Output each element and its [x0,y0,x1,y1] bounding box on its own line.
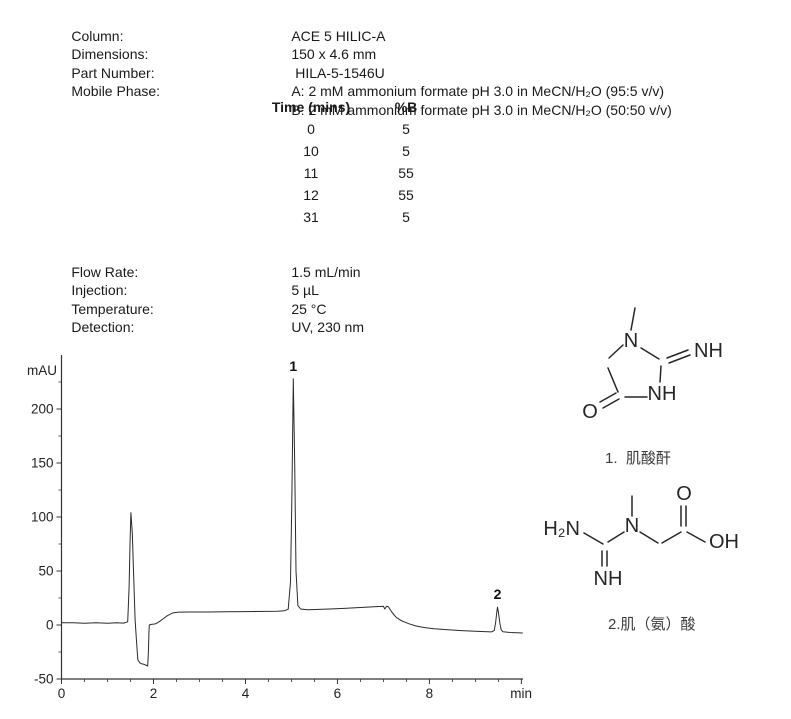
gradient-time: 11 [303,165,319,181]
gradient-percent-b: 5 [402,143,410,159]
structure-bonds [599,307,691,409]
param-value: B: 2 mM ammonium formate pH 3.0 in MeCN/… [291,101,672,118]
param-row-detection: Detection: UV, 230 nm [48,300,364,335]
param-value: 5 µL [291,282,319,298]
param-label: Column: [71,27,124,44]
param-value: 150 x 4.6 mm [291,46,377,62]
gradient-percent-b: 55 [398,187,414,203]
param-row-column: Column: ACE 5 HILIC-A [48,8,385,44]
chromatogram: -50 0 50 100 150 200 0 2 4 6 8 mAU min 1 2 [27,355,532,701]
param-value: A: 2 mM ammonium formate pH 3.0 in MeCN/… [291,83,664,99]
param-value: UV, 230 nm [291,319,364,335]
x-axis-label: min [510,686,532,701]
atom-label-nh-imine: NH [694,340,723,362]
gradient-percent-b: 55 [398,165,414,181]
param-value: ACE 5 HILIC-A [291,27,386,44]
param-row-temperature: Temperature: 25 °C [48,281,326,317]
gradient-time: 10 [303,143,319,159]
x-tick-label: 2 [150,686,158,701]
structure-1-caption: 1. 肌酸酐 [605,450,671,467]
atom-label-oh: OH [709,531,739,553]
gradient-time: 0 [307,121,315,137]
x-tick-label: 0 [58,686,66,701]
param-value: 1.5 mL/min [291,263,361,280]
y-tick-label: 0 [46,618,54,633]
x-tick-label: 8 [426,686,434,701]
param-label: Injection: [71,282,128,298]
gradient-percent-b: 5 [402,121,410,137]
param-label: Part Number: [71,64,155,81]
y-tick-label: -50 [34,672,54,687]
param-row-part-number: Part Number: HILA-5-1546U [48,45,384,81]
atom-label-nh: NH [594,568,623,590]
param-row-flow-rate: Flow Rate: 1.5 mL/min [48,244,360,280]
param-row-injection: Injection: 5 µL [48,263,319,298]
y-axis-label: mAU [27,363,57,378]
gradient-row: 0 5 [265,119,428,141]
peak-label-1: 1 [289,358,297,374]
y-tick-label: 150 [31,456,54,471]
param-label: Dimensions: [71,46,149,62]
param-label: Detection: [71,319,135,335]
param-label: Flow Rate: [71,263,139,280]
param-value: HILA-5-1546U [291,64,385,81]
param-label: Mobile Phase: [71,83,161,99]
gradient-percent-b: 5 [402,209,410,225]
gradient-table: Time (mins) %B 0 5 10 5 11 55 12 55 31 5 [265,97,428,229]
param-value: 25 °C [291,300,327,317]
param-row-dimensions: Dimensions: 150 x 4.6 mm [48,27,376,62]
param-label: Temperature: [71,300,154,317]
y-tick-label: 100 [31,510,54,525]
gradient-row: 12 55 [265,185,428,207]
atom-label-nh-ring: NH [648,383,677,405]
structure-creatine: H₂N NH N O OH [543,483,739,590]
x-tick-label: 4 [242,686,250,701]
y-tick-label: 200 [31,402,54,417]
gradient-row: 10 5 [265,141,428,163]
gradient-row: 31 5 [265,207,428,229]
atom-label-o: O [676,483,692,505]
atom-label-h2n: H₂N [543,518,580,540]
param-row-mobile-phase-b: B: 2 mM ammonium formate pH 3.0 in MeCN/… [48,82,671,118]
structure-creatinine: N NH NH O [582,307,723,423]
peak-label-2: 2 [494,586,502,602]
param-row-mobile-phase-a: Mobile Phase: A: 2 mM ammonium formate pH… [48,64,664,99]
gradient-time: 12 [303,187,319,203]
atom-label-o: O [582,401,598,423]
gradient-header-time: Time (mins) [271,99,351,115]
gradient-table-header: Time (mins) %B [265,97,428,119]
chromatogram-trace [61,378,523,667]
gradient-header-percent-b: %B [394,99,418,115]
atom-label-n: N [624,330,638,352]
x-tick-label: 6 [334,686,342,701]
atom-label-n: N [625,515,639,537]
gradient-time: 31 [303,209,319,225]
gradient-row: 11 55 [265,163,428,185]
structure-2-caption: 2.肌（氨）酸 [608,616,696,633]
structure-bonds [583,495,706,567]
y-tick-label: 50 [38,564,53,579]
